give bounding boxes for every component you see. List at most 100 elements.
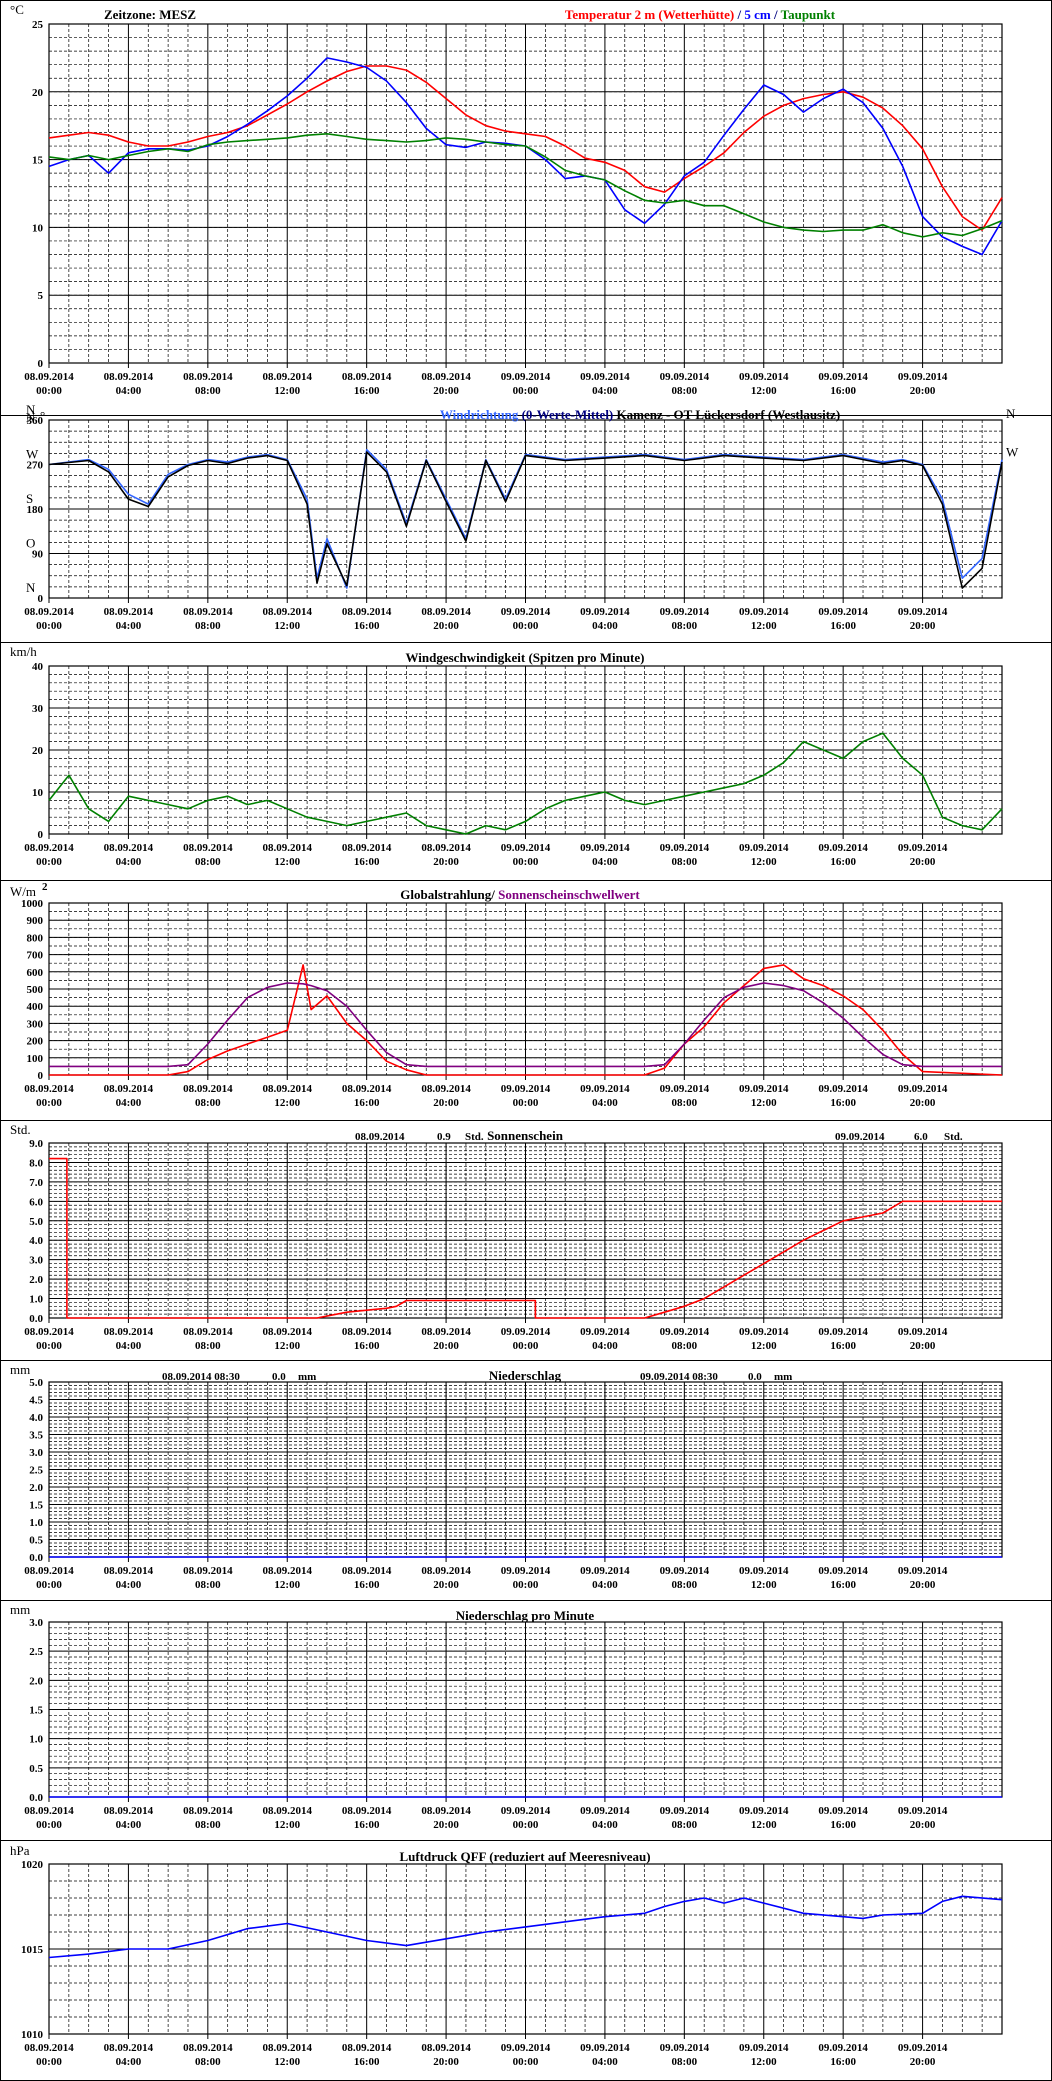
x-tick-time: 12:00 xyxy=(751,1579,777,1591)
y-tick-label: 0.0 xyxy=(29,1552,43,1564)
y-tick-label: 0.5 xyxy=(29,1763,43,1775)
compass-label-right: N xyxy=(1006,406,1016,421)
y-tick-label: 600 xyxy=(27,967,44,979)
x-tick-date: 08.09.2014 xyxy=(183,1083,233,1095)
x-tick-date: 08.09.2014 xyxy=(342,1805,392,1817)
chart-title-part: 5 cm xyxy=(744,7,771,22)
x-tick-date: 08.09.2014 xyxy=(263,1083,313,1095)
x-tick-date: 09.09.2014 xyxy=(660,606,710,618)
y-tick-label: 0.0 xyxy=(29,1313,43,1325)
y-unit-degree: ° xyxy=(40,408,45,423)
chart-title: Sonnenschein xyxy=(487,1128,564,1143)
x-tick-time: 04:00 xyxy=(592,385,618,397)
x-tick-time: 08:00 xyxy=(671,856,697,868)
x-tick-date: 09.09.2014 xyxy=(818,1083,868,1095)
compass-label: S xyxy=(26,491,33,506)
day-total-value: 0.9 xyxy=(437,1131,451,1143)
x-tick-date: 09.09.2014 xyxy=(898,1083,948,1095)
x-tick-date: 09.09.2014 xyxy=(739,371,789,383)
y-tick-label: 7.0 xyxy=(29,1177,43,1189)
y-tick-label: 360 xyxy=(27,415,44,427)
x-tick-date: 08.09.2014 xyxy=(104,371,154,383)
x-tick-time: 16:00 xyxy=(354,385,380,397)
x-tick-date: 08.09.2014 xyxy=(263,371,313,383)
x-tick-date: 09.09.2014 xyxy=(660,1805,710,1817)
day-total-unit: mm xyxy=(298,1371,316,1383)
x-tick-date: 09.09.2014 xyxy=(818,371,868,383)
series-line-taupunkt xyxy=(48,133,1003,238)
x-tick-date: 09.09.2014 xyxy=(580,2042,630,2054)
y-tick-label: 90 xyxy=(32,549,44,561)
y-tick-label: 2.5 xyxy=(29,1646,43,1658)
x-tick-date: 09.09.2014 xyxy=(739,842,789,854)
x-tick-time: 04:00 xyxy=(116,1097,142,1109)
x-tick-time: 00:00 xyxy=(513,1579,539,1591)
x-tick-time: 12:00 xyxy=(274,856,300,868)
x-tick-date: 09.09.2014 xyxy=(580,606,630,618)
x-tick-time: 20:00 xyxy=(433,620,459,632)
x-tick-time: 16:00 xyxy=(830,1340,856,1352)
x-tick-date: 08.09.2014 xyxy=(104,842,154,854)
x-tick-time: 08:00 xyxy=(195,1819,221,1831)
y-tick-label: 9.0 xyxy=(29,1138,43,1150)
x-tick-time: 08:00 xyxy=(671,2056,697,2068)
x-tick-date: 08.09.2014 xyxy=(24,2042,74,2054)
series-line-windrichtung xyxy=(48,448,1003,589)
y-unit-superscript: 2 xyxy=(42,881,48,893)
x-tick-date: 08.09.2014 xyxy=(342,842,392,854)
x-tick-date: 09.09.2014 xyxy=(898,371,948,383)
x-tick-time: 00:00 xyxy=(36,385,62,397)
x-tick-time: 20:00 xyxy=(910,1097,936,1109)
x-tick-date: 08.09.2014 xyxy=(183,1565,233,1577)
x-tick-time: 20:00 xyxy=(433,1340,459,1352)
x-tick-date: 09.09.2014 xyxy=(580,1805,630,1817)
x-tick-date: 08.09.2014 xyxy=(342,371,392,383)
x-tick-date: 08.09.2014 xyxy=(263,1805,313,1817)
y-tick-label: 1.5 xyxy=(29,1500,43,1512)
x-tick-time: 04:00 xyxy=(116,620,142,632)
x-tick-time: 20:00 xyxy=(910,856,936,868)
y-unit-label: Std. xyxy=(10,1122,31,1137)
chart-title-part: Temperatur 2 m (Wetterhütte) xyxy=(565,7,734,22)
x-tick-date: 08.09.2014 xyxy=(183,1326,233,1338)
x-tick-time: 20:00 xyxy=(910,2056,936,2068)
x-tick-date: 09.09.2014 xyxy=(818,2042,868,2054)
x-tick-date: 08.09.2014 xyxy=(24,1326,74,1338)
day-total-unit: mm xyxy=(774,1371,792,1383)
x-tick-date: 09.09.2014 xyxy=(501,842,551,854)
x-tick-time: 04:00 xyxy=(592,1097,618,1109)
x-tick-date: 09.09.2014 xyxy=(898,1805,948,1817)
y-tick-label: 25 xyxy=(32,19,44,31)
day-total-date: 09.09.2014 xyxy=(835,1131,885,1143)
x-tick-time: 00:00 xyxy=(36,856,62,868)
y-unit-label: N xyxy=(26,410,36,425)
x-tick-date: 08.09.2014 xyxy=(421,1083,471,1095)
y-tick-label: 30 xyxy=(32,703,44,715)
y-tick-label: 4.0 xyxy=(29,1235,43,1247)
x-tick-time: 12:00 xyxy=(274,1097,300,1109)
x-tick-time: 04:00 xyxy=(116,856,142,868)
x-tick-time: 00:00 xyxy=(513,856,539,868)
x-tick-time: 04:00 xyxy=(116,1579,142,1591)
x-tick-time: 08:00 xyxy=(195,856,221,868)
x-tick-time: 20:00 xyxy=(433,1097,459,1109)
x-tick-time: 12:00 xyxy=(274,1819,300,1831)
x-tick-date: 09.09.2014 xyxy=(501,606,551,618)
chart-title: Windgeschwindigkeit (Spitzen pro Minute) xyxy=(406,650,645,665)
x-tick-date: 09.09.2014 xyxy=(580,1083,630,1095)
x-tick-time: 12:00 xyxy=(751,1340,777,1352)
x-tick-date: 08.09.2014 xyxy=(342,606,392,618)
x-tick-date: 08.09.2014 xyxy=(183,842,233,854)
day-total-value: 0.0 xyxy=(272,1371,286,1383)
x-tick-date: 09.09.2014 xyxy=(818,1805,868,1817)
x-tick-date: 08.09.2014 xyxy=(24,1565,74,1577)
x-tick-date: 08.09.2014 xyxy=(342,1083,392,1095)
x-tick-time: 08:00 xyxy=(671,1819,697,1831)
x-tick-time: 04:00 xyxy=(592,856,618,868)
x-tick-time: 12:00 xyxy=(274,385,300,397)
series-line-sonnenscheinschwellwert xyxy=(49,982,1002,1068)
x-tick-date: 08.09.2014 xyxy=(24,1083,74,1095)
x-tick-date: 09.09.2014 xyxy=(818,842,868,854)
x-tick-date: 09.09.2014 xyxy=(739,606,789,618)
